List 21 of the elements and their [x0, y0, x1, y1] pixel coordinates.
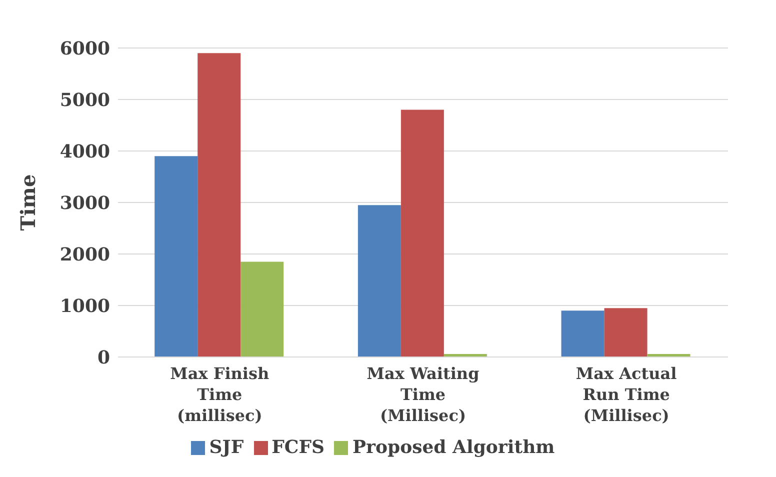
y-tick-label: 4000: [60, 141, 110, 162]
x-tick-label: Max Finish Time (millisec): [170, 364, 270, 425]
bar: [198, 53, 241, 357]
y-tick-label: 1000: [60, 296, 110, 317]
bar: [604, 308, 648, 357]
y-tick-label: 6000: [60, 38, 110, 60]
y-tick-label: 2000: [60, 244, 110, 266]
bar: [561, 310, 604, 357]
bar: [240, 262, 284, 357]
bar: [154, 156, 198, 357]
bar: [358, 205, 401, 357]
legend-label: Proposed Algorithm: [352, 437, 555, 458]
y-tick-label: 5000: [60, 90, 110, 111]
y-axis-title: Time: [16, 174, 40, 231]
bar: [400, 110, 444, 357]
legend-label: FCFS: [272, 437, 324, 458]
x-tick-label: Max Actual Run Time (Millisec): [576, 364, 677, 425]
y-tick-label: 3000: [60, 192, 110, 214]
y-tick-label: 0: [97, 347, 110, 368]
x-tick-label: Max Waiting Time (Millisec): [366, 364, 480, 425]
legend-label: SJF: [209, 437, 244, 458]
